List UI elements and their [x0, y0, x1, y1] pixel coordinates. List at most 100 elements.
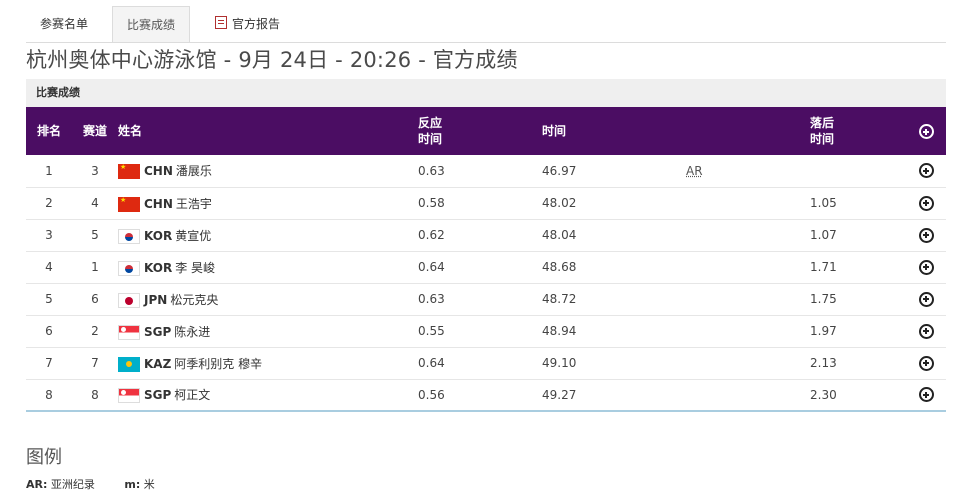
athlete-name[interactable]: 李 昊峻 — [175, 260, 216, 275]
table-header-row: 排名 赛道 姓名 反应时间 时间 落后 时间 — [26, 107, 946, 155]
rank-cell: 3 — [45, 228, 53, 242]
col-name-header: 姓名 — [118, 124, 143, 138]
time-cell: 48.94 — [542, 324, 577, 338]
china-flag-icon — [118, 196, 140, 212]
expand-cell — [906, 283, 946, 315]
behind-cell: 1.75 — [810, 292, 837, 306]
col-reaction-header: 反应 时间 — [418, 107, 542, 155]
expand-plus-icon[interactable] — [918, 195, 934, 211]
athlete-name[interactable]: 黄宣优 — [175, 228, 212, 243]
tab-entry-list[interactable]: 参赛名单 — [26, 6, 102, 42]
expand-plus-icon[interactable] — [918, 323, 934, 339]
report-doc-icon — [215, 16, 227, 29]
reaction-time-cell: 0.63 — [418, 163, 445, 178]
athlete-cell: KAZ 阿季利别克 穆辛 — [118, 347, 418, 379]
legend-desc: 亚洲纪录 — [50, 478, 95, 491]
record-cell — [686, 219, 810, 251]
noc-code: KOR — [144, 260, 173, 275]
time-cell: 48.68 — [542, 260, 577, 274]
expand-plus-icon[interactable] — [918, 163, 934, 179]
athlete-name[interactable]: 王浩宇 — [175, 196, 212, 211]
behind-cell: 1.71 — [810, 260, 837, 274]
rank-cell: 5 — [45, 292, 53, 306]
athlete-name[interactable]: 柯正文 — [174, 388, 211, 403]
tab-results-label: 比赛成绩 — [127, 18, 176, 32]
behind-cell: 1.97 — [810, 324, 837, 338]
expand-all-plus-icon[interactable] — [918, 124, 934, 139]
legend-item: AR: 亚洲纪录 — [26, 476, 95, 492]
noc-code: JPN — [144, 292, 168, 307]
expand-plus-icon[interactable] — [918, 355, 934, 371]
expand-cell — [906, 219, 946, 251]
time-cell: 48.72 — [542, 292, 577, 306]
col-lane-header: 赛道 — [82, 124, 107, 138]
col-reaction-line1: 反应 — [418, 116, 443, 130]
tab-official-report-label: 官方报告 — [232, 17, 281, 31]
noc-code: SGP — [144, 388, 172, 403]
expand-cell — [906, 155, 946, 187]
legend-key: m: — [124, 478, 141, 491]
rank-cell: 2 — [45, 196, 53, 210]
lane-cell: 2 — [91, 324, 99, 338]
expand-plus-icon[interactable] — [918, 387, 934, 403]
col-behind-header: 落后 时间 — [810, 107, 906, 155]
expand-plus-icon[interactable] — [918, 227, 934, 243]
behind-cell — [810, 155, 906, 187]
lane-cell: 3 — [91, 163, 99, 178]
expand-all-cell — [906, 107, 946, 155]
expand-plus-icon[interactable] — [918, 291, 934, 307]
expand-cell — [906, 315, 946, 347]
legend: AR: 亚洲纪录 m: 米 — [26, 476, 181, 492]
rank-cell: 1 — [45, 163, 53, 178]
table-row: 7 7 KAZ 阿季利别克 穆辛 0.64 49.10 2.13 — [26, 347, 946, 379]
korea-flag-icon — [118, 228, 140, 244]
col-rank-header: 排名 — [36, 124, 61, 138]
athlete-cell: KOR 黄宣优 — [118, 219, 418, 251]
lane-cell: 1 — [91, 260, 99, 274]
behind-cell: 2.13 — [810, 356, 837, 370]
athlete-name[interactable]: 松元克央 — [170, 292, 219, 307]
rank-cell: 4 — [45, 260, 53, 274]
expand-cell — [906, 347, 946, 379]
tab-bar-divider — [26, 42, 946, 43]
table-row: 8 8 SGP 柯正文 0.56 49.27 2.30 — [26, 379, 946, 411]
reaction-time-cell: 0.56 — [418, 387, 445, 402]
behind-cell: 1.05 — [810, 196, 837, 210]
time-cell: 48.04 — [542, 228, 577, 242]
expand-plus-icon[interactable] — [918, 259, 934, 275]
japan-flag-icon — [118, 292, 140, 308]
record-cell — [686, 347, 810, 379]
record-badge[interactable]: AR — [686, 163, 703, 178]
record-cell — [686, 251, 810, 283]
athlete-name[interactable]: 陈永进 — [174, 324, 211, 339]
page-title: 杭州奥体中心游泳馆 - 9月 24日 - 20:26 - 官方成绩 — [26, 48, 518, 72]
singapore-flag-icon — [118, 324, 140, 340]
col-record-header — [686, 107, 810, 155]
athlete-name[interactable]: 潘展乐 — [175, 164, 212, 179]
tab-results[interactable]: 比赛成绩 — [112, 6, 191, 43]
rank-cell: 6 — [45, 324, 53, 338]
col-behind-line2: 时间 — [810, 132, 835, 146]
tab-entry-list-label: 参赛名单 — [40, 17, 89, 31]
singapore-flag-icon — [118, 388, 140, 404]
legend-key: AR: — [26, 478, 48, 491]
time-cell: 49.10 — [542, 356, 577, 370]
table-row: 4 1 KOR 李 昊峻 0.64 48.68 1.71 — [26, 251, 946, 283]
expand-cell — [906, 379, 946, 411]
reaction-time-cell: 0.64 — [418, 260, 445, 274]
tab-official-report[interactable]: 官方报告 — [201, 6, 294, 42]
athlete-name[interactable]: 阿季利别克 穆辛 — [174, 356, 263, 371]
noc-code: KAZ — [144, 356, 172, 371]
athlete-cell: SGP 陈永进 — [118, 315, 418, 347]
record-cell — [686, 315, 810, 347]
korea-flag-icon — [118, 260, 140, 276]
rank-cell: 8 — [45, 387, 53, 402]
noc-code: CHN — [144, 196, 173, 211]
noc-code: SGP — [144, 324, 172, 339]
col-reaction-line2: 时间 — [418, 132, 443, 146]
tab-bar: 参赛名单 比赛成绩 官方报告 — [26, 6, 946, 43]
